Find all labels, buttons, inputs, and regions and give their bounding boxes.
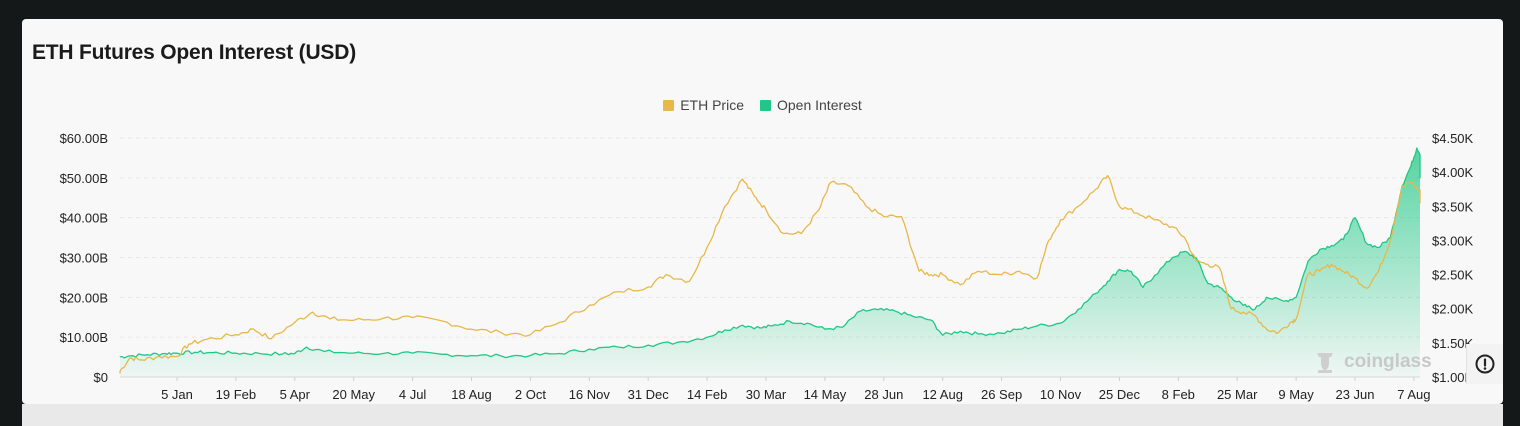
legend-swatch-eth-price — [663, 99, 675, 111]
y-right-tick-label: $1.00K — [1432, 370, 1474, 385]
x-tick-label: 9 May — [1278, 387, 1314, 402]
x-tick-label: 18 Aug — [451, 387, 492, 402]
x-tick-label: 10 Nov — [1040, 387, 1082, 402]
page-title: ETH Futures Open Interest (USD) — [32, 41, 356, 64]
legend-item-eth-price[interactable]: ETH Price — [663, 97, 744, 113]
x-tick-label: 2 Oct — [515, 387, 546, 402]
bottom-bar — [22, 404, 1503, 426]
x-tick-label: 7 Aug — [1397, 387, 1430, 402]
y-right-tick-label: $2.50K — [1432, 268, 1474, 283]
y-left-tick-label: $20.00B — [60, 290, 108, 305]
x-tick-label: 8 Feb — [1162, 387, 1195, 402]
x-tick-label: 20 May — [332, 387, 375, 402]
x-tick-label: 25 Mar — [1217, 387, 1258, 402]
coinglass-logo-icon — [1317, 353, 1333, 373]
legend-label-open-interest: Open Interest — [776, 97, 862, 113]
x-tick-label: 26 Sep — [981, 387, 1022, 402]
series-area-open-interest — [120, 148, 1420, 377]
x-tick-label: 31 Dec — [628, 387, 670, 402]
x-tick-label: 23 Jun — [1335, 387, 1374, 402]
y-right-tick-label: $4.00K — [1432, 165, 1474, 180]
series-line-open-interest — [119, 147, 1421, 359]
x-tick-label: 4 Jul — [399, 387, 427, 402]
series-line-eth-price — [119, 174, 1421, 374]
legend-label-eth-price: ETH Price — [680, 97, 744, 113]
y-left-tick-label: $60.00B — [60, 131, 108, 146]
y-right-tick-label: $3.50K — [1432, 199, 1474, 214]
y-right-tick-label: $4.50K — [1432, 131, 1474, 146]
y-left-tick-label: $40.00B — [60, 211, 108, 226]
y-left-tick-label: $50.00B — [60, 171, 108, 186]
info-button[interactable] — [1466, 344, 1503, 384]
legend-item-open-interest[interactable]: Open Interest — [759, 97, 862, 113]
x-tick-label: 14 May — [804, 387, 847, 402]
chart-card: ETH Futures Open Interest (USD) ETH Pric… — [22, 19, 1503, 404]
watermark-text: coinglass — [1344, 351, 1432, 372]
y-left-tick-label: $0 — [94, 370, 108, 385]
legend: ETH Price Open Interest — [22, 97, 1503, 113]
watermark: coinglass — [1312, 349, 1432, 375]
x-tick-label: 5 Jan — [161, 387, 193, 402]
x-tick-label: 30 Mar — [746, 387, 787, 402]
y-right-tick-label: $2.00K — [1432, 302, 1474, 317]
y-right-tick-label: $3.00K — [1432, 233, 1474, 248]
x-tick-label: 25 Dec — [1099, 387, 1141, 402]
x-tick-label: 12 Aug — [922, 387, 963, 402]
legend-swatch-open-interest — [759, 99, 771, 111]
y-left-tick-label: $30.00B — [60, 251, 108, 266]
y-right-tick-label: $1.50K — [1432, 336, 1474, 351]
x-tick-label: 5 Apr — [280, 387, 311, 402]
y-left-tick-label: $10.00B — [60, 330, 108, 345]
x-tick-label: 16 Nov — [569, 387, 611, 402]
x-tick-label: 19 Feb — [216, 387, 256, 402]
chart-plot: $0 $10.00B $20.00B $30.00B $40.00B $50.00B $60… — [60, 131, 1474, 402]
x-tick-label: 28 Jun — [864, 387, 903, 402]
x-tick-label: 14 Feb — [687, 387, 727, 402]
info-icon — [1475, 354, 1495, 374]
